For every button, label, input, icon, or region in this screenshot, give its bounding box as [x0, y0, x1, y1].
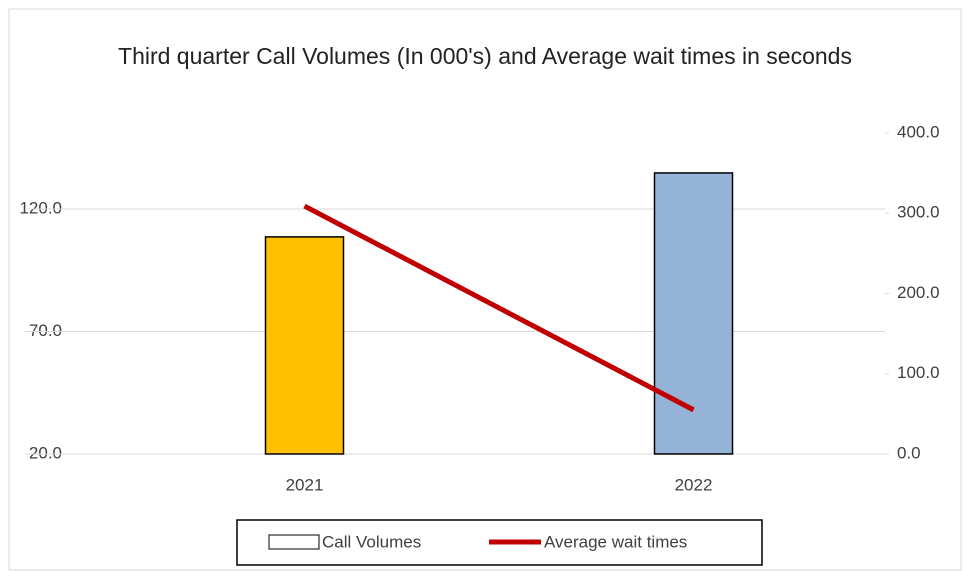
- y2-tick-label: 100.0: [897, 363, 940, 382]
- x-tick-label: 2022: [675, 475, 713, 494]
- y2-tick-label: 200.0: [897, 283, 940, 302]
- y2-tick-label: 400.0: [897, 122, 940, 141]
- chart-title: Third quarter Call Volumes (In 000's) an…: [118, 43, 852, 69]
- legend-label: Average wait times: [544, 532, 687, 551]
- line: [303, 203, 695, 413]
- legend-swatch: [268, 534, 320, 550]
- y-tick-label: 120.0: [19, 198, 62, 217]
- chart-border: [8, 8, 962, 571]
- y-tick-label: 20.0: [29, 443, 62, 462]
- x-tick-label: 2021: [286, 475, 324, 494]
- legend-box: [236, 519, 763, 566]
- y2-tick-label: 0.0: [897, 443, 921, 462]
- y-tick-label: 70.0: [29, 321, 62, 340]
- y2-tick-label: 300.0: [897, 203, 940, 222]
- bar: [264, 236, 345, 455]
- bar: [653, 172, 734, 455]
- legend-label: Call Volumes: [322, 532, 421, 551]
